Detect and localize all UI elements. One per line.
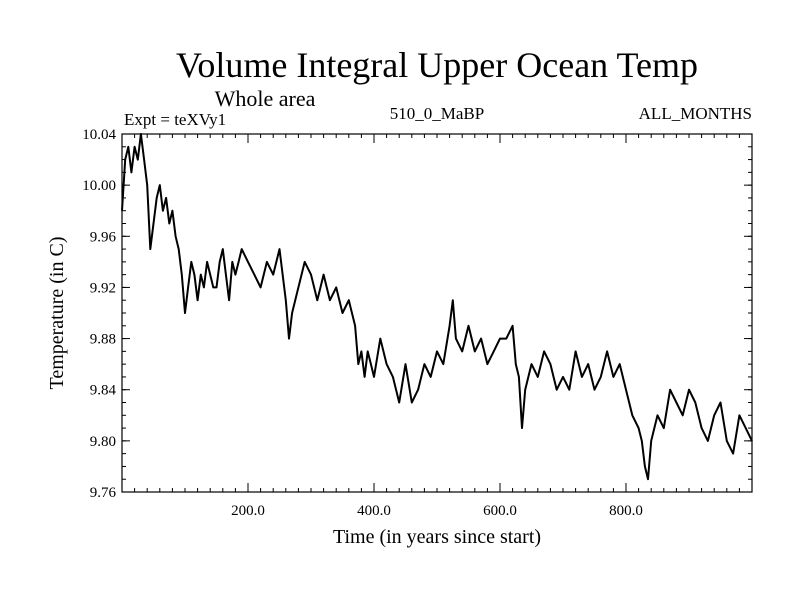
y-axis-label: Temperature (in C): [46, 237, 68, 390]
plot-frame: [121, 133, 753, 493]
months-label: ALL_MONTHS: [639, 104, 752, 123]
series-line: [121, 133, 753, 481]
chart-title: Volume Integral Upper Ocean Temp: [176, 45, 698, 85]
y-tick-label: 10.00: [82, 178, 116, 194]
y-tick-label: 9.96: [90, 229, 117, 245]
y-tick-label: 9.92: [90, 280, 116, 296]
y-tick-label: 9.84: [90, 383, 117, 399]
x-tick-label: 200.0: [231, 503, 265, 519]
x-tick-label: 800.0: [609, 503, 643, 519]
data-series: [121, 133, 753, 481]
y-tick-label: 10.04: [82, 127, 116, 143]
x-tick-label: 400.0: [357, 503, 391, 519]
x-tick-label: 600.0: [483, 503, 517, 519]
chart-subtitle: Whole area: [215, 86, 316, 111]
y-tick-label: 9.88: [90, 332, 116, 348]
y-tick-label: 9.80: [90, 434, 116, 450]
x-axis-label: Time (in years since start): [333, 526, 541, 548]
y-tick-label: 9.76: [90, 485, 117, 501]
run-label: 510_0_MaBP: [390, 104, 484, 123]
experiment-label: Expt = teXVy1: [124, 110, 226, 129]
axis-ticks: 9.76 9.80 9.84 9.88 9.92 9.96 10.00 10.04 200.0 4…: [82, 127, 752, 519]
